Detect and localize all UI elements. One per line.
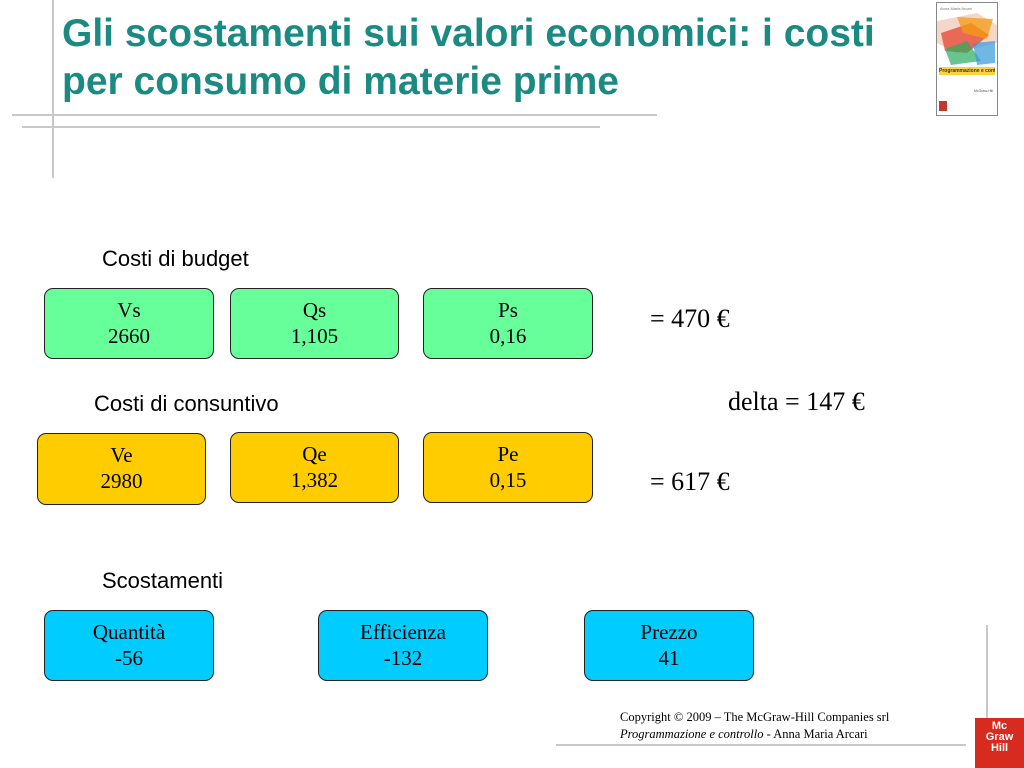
budget-box-label: Qs (302, 298, 327, 322)
title-vertical-rule (52, 0, 54, 178)
budget-box-value: 0,16 (489, 324, 527, 348)
book-cover-logo-mark (939, 101, 947, 111)
actual-heading: Costi di consuntivo (94, 391, 279, 416)
variance-box-price: Prezzo 41 (584, 610, 754, 681)
actual-box-label: Pe (497, 442, 519, 466)
actual-box-value: 0,15 (489, 468, 527, 492)
actual-box-value: 2980 (100, 469, 143, 493)
footer-vertical-rule (986, 625, 988, 768)
book-title-text: Programmazione e controllo (620, 727, 764, 741)
actual-box-value: 1,382 (290, 468, 339, 492)
variance-box-efficiency: Efficienza -132 (318, 610, 488, 681)
actual-box-label: Qe (302, 442, 327, 466)
budget-box-quantity: Qs 1,105 (230, 288, 399, 359)
credit-separator: - (763, 727, 774, 741)
variance-box-label: Prezzo (640, 620, 698, 644)
variance-box-value: -132 (383, 646, 423, 670)
variance-box-label: Efficienza (360, 620, 446, 644)
logo-line: Mc (991, 720, 1008, 732)
variance-box-value: 41 (658, 646, 680, 670)
budget-box-label: Ps (498, 298, 518, 322)
budget-box-value: 2660 (108, 324, 150, 348)
variance-box-quantity: Quantità -56 (44, 610, 214, 681)
book-credit-line: Programmazione e controllo - Anna Maria … (620, 726, 889, 743)
logo-line: Hill (990, 742, 1009, 754)
author-name: Anna Maria Arcari (773, 727, 868, 741)
delta-value: delta = 147 € (728, 387, 865, 416)
variance-box-value: -56 (115, 646, 143, 670)
budget-box-volume: Vs 2660 (44, 288, 214, 359)
copyright-line: Copyright © 2009 – The McGraw-Hill Compa… (620, 710, 890, 724)
mcgraw-hill-logo: Mc Graw Hill (975, 718, 1024, 768)
title-underline (12, 114, 657, 116)
slide-title: Gli scostamenti sui valori economici: i … (62, 12, 875, 103)
book-cover-title: Programmazione e controllo (939, 67, 995, 75)
actual-box-quantity: Qe 1,382 (230, 432, 399, 503)
copyright-footer: Copyright © 2009 – The McGraw-Hill Compa… (620, 709, 889, 743)
book-cover-author: Anna Maria Arcari (940, 6, 972, 11)
budget-result: = 470 € (650, 304, 730, 333)
book-cover-image: Anna Maria Arcari Programmazione e contr… (936, 2, 998, 116)
actual-box-price: Pe 0,15 (423, 432, 593, 503)
book-cover-art (937, 13, 997, 65)
actual-result: = 617 € (650, 467, 730, 496)
actual-box-volume: Ve 2980 (37, 433, 206, 505)
book-cover-publisher: McGraw-Hill (973, 89, 993, 93)
variances-heading: Scostamenti (102, 568, 224, 593)
actual-box-label: Ve (110, 443, 133, 467)
budget-box-label: Vs (117, 298, 141, 322)
title-underline-short (22, 126, 600, 128)
budget-heading: Costi di budget (102, 246, 249, 271)
variance-box-label: Quantità (92, 620, 166, 644)
budget-box-price: Ps 0,16 (423, 288, 593, 359)
logo-line: Graw (985, 731, 1014, 743)
budget-box-value: 1,105 (290, 324, 339, 348)
footer-rule (556, 744, 966, 746)
